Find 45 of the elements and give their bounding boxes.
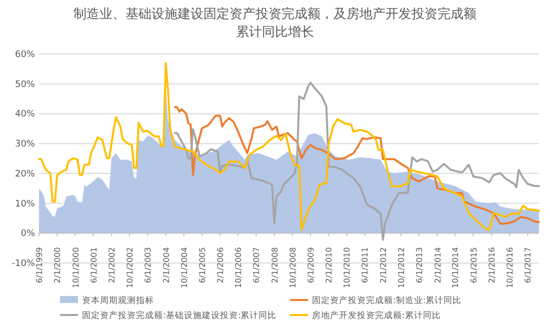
- x-tick-label: 6/1/2017: [524, 247, 533, 284]
- x-tick-label: 10/1/2002: [126, 247, 135, 288]
- line-series: [174, 82, 540, 241]
- x-tick-label: 6/1/2015: [469, 247, 478, 284]
- x-tick-label: 2/1/2014: [433, 247, 442, 284]
- y-tick-label: 40%: [14, 110, 36, 120]
- x-tick-label: 6/1/2001: [89, 247, 98, 284]
- chart-title: 制造业、基础设施建设固定资产投资完成额，及房地产开发投资完成额: [74, 6, 476, 22]
- x-tick-label: 6/1/2007: [252, 247, 262, 284]
- x-tick-label: 2/1/2008: [270, 247, 280, 284]
- y-tick-label: 20%: [14, 169, 36, 180]
- y-tick-label: 30%: [14, 140, 36, 150]
- x-tick-label: 10/1/2014: [451, 247, 460, 288]
- x-tick-label: 2/1/2012: [378, 247, 388, 284]
- legend-label: 房地产开发投资完成额:累计同比: [312, 310, 441, 321]
- x-tick-label: 2/1/2016: [488, 247, 497, 284]
- x-tick-label: 2/1/2004: [162, 247, 171, 284]
- x-tick-label: 10/1/2016: [506, 247, 515, 288]
- x-tick-label: 10/1/2008: [288, 247, 298, 288]
- y-tick-label: 60%: [14, 50, 36, 60]
- chart-subtitle: 累计同比增长: [236, 25, 314, 40]
- legend-label: 固定资产投资完成额:制造业:累计同比: [312, 295, 462, 306]
- line-series: [174, 106, 540, 225]
- x-tick-label: 10/1/2010: [342, 247, 352, 288]
- x-tick-label: 2/1/2006: [216, 247, 226, 284]
- line-series: [38, 62, 540, 231]
- x-tick-label: 6/1/2003: [144, 247, 153, 284]
- x-tick-label: 6/1/2005: [198, 247, 207, 284]
- x-tick-label: 6/1/2013: [415, 247, 424, 284]
- legend-label: 固定资产投资完成额:基础设施建设投资:累计同比: [82, 310, 277, 321]
- x-tick-label: 6/1/1999: [35, 247, 44, 284]
- x-tick-label: 10/1/2012: [396, 247, 406, 288]
- x-tick-label: 2/1/2000: [53, 247, 62, 284]
- x-tick-label: 10/1/2004: [180, 247, 189, 288]
- y-tick-label: 0%: [20, 229, 36, 240]
- x-tick-label: 10/1/2006: [234, 247, 244, 288]
- y-tick-label: 50%: [14, 80, 36, 90]
- legend-label: 资本周期观测指标: [82, 295, 154, 306]
- y-tick-label: 10%: [14, 199, 36, 210]
- x-tick-label: 2/1/2010: [324, 247, 334, 284]
- x-tick-label: 6/1/2011: [360, 247, 370, 284]
- x-tick-label: 10/1/2000: [71, 247, 80, 288]
- x-tick-label: 2/1/2002: [108, 247, 117, 284]
- x-tick-label: 6/1/2009: [306, 247, 316, 284]
- y-tick-label: -10%: [12, 259, 36, 269]
